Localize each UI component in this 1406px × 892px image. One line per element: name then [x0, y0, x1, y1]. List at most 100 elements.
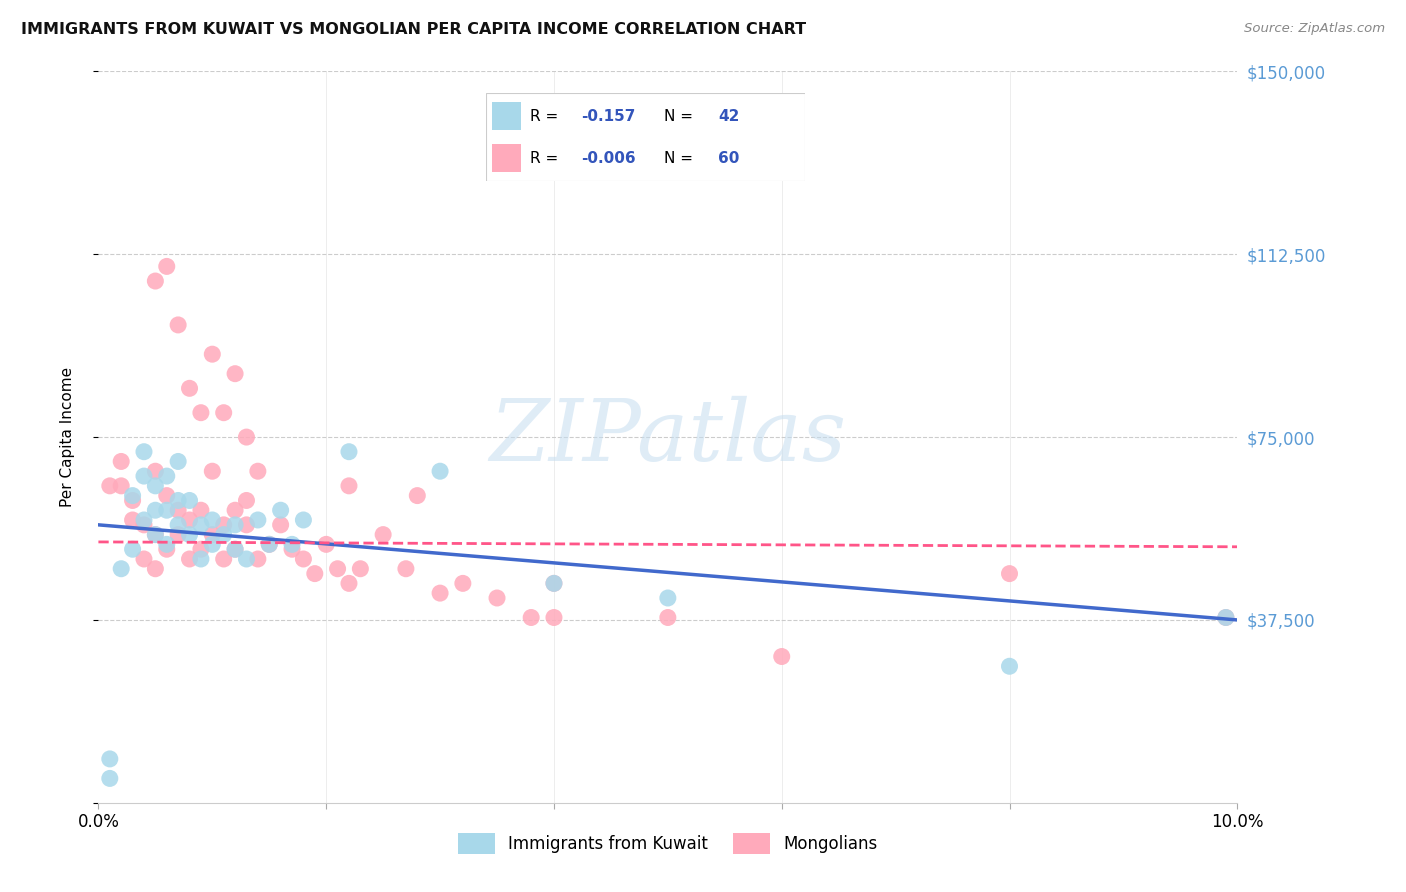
- Point: [486, 591, 509, 605]
- Point: [337, 576, 360, 591]
- Point: [292, 513, 315, 527]
- Point: [270, 503, 292, 517]
- Point: [235, 493, 257, 508]
- Point: [246, 552, 269, 566]
- Point: [167, 527, 190, 541]
- Point: [145, 503, 167, 517]
- Point: [235, 430, 257, 444]
- Point: [235, 552, 257, 566]
- Point: [451, 576, 474, 591]
- Point: [132, 444, 155, 458]
- Point: [259, 537, 281, 551]
- Point: [429, 464, 451, 478]
- Point: [190, 503, 212, 517]
- Point: [224, 542, 246, 557]
- Point: [281, 542, 304, 557]
- Point: [1215, 610, 1237, 624]
- Text: ZIPatlas: ZIPatlas: [489, 396, 846, 478]
- Point: [190, 542, 212, 557]
- Point: [179, 552, 201, 566]
- Point: [543, 610, 565, 624]
- Point: [543, 576, 565, 591]
- Point: [167, 493, 190, 508]
- Point: [395, 562, 418, 576]
- Point: [998, 566, 1021, 581]
- Point: [121, 513, 143, 527]
- Point: [259, 537, 281, 551]
- Point: [179, 381, 201, 395]
- Point: [212, 552, 235, 566]
- Point: [657, 610, 679, 624]
- Point: [98, 772, 121, 786]
- Point: [132, 552, 155, 566]
- Point: [132, 469, 155, 483]
- Point: [429, 586, 451, 600]
- Point: [145, 274, 167, 288]
- Point: [190, 406, 212, 420]
- Point: [315, 537, 337, 551]
- Point: [224, 503, 246, 517]
- Point: [201, 464, 224, 478]
- Point: [121, 493, 143, 508]
- Point: [110, 454, 132, 468]
- Point: [190, 517, 212, 532]
- Point: [121, 489, 143, 503]
- Point: [373, 527, 395, 541]
- Point: [520, 610, 543, 624]
- Point: [337, 444, 360, 458]
- Point: [156, 260, 179, 274]
- Point: [224, 517, 246, 532]
- Point: [179, 493, 201, 508]
- Point: [201, 347, 224, 361]
- Point: [145, 464, 167, 478]
- Point: [110, 562, 132, 576]
- Point: [246, 464, 269, 478]
- Point: [212, 527, 235, 541]
- Point: [1215, 610, 1237, 624]
- Point: [145, 562, 167, 576]
- Point: [281, 537, 304, 551]
- Point: [326, 562, 349, 576]
- Point: [201, 537, 224, 551]
- Legend: Immigrants from Kuwait, Mongolians: Immigrants from Kuwait, Mongolians: [451, 827, 884, 860]
- Point: [998, 659, 1021, 673]
- Point: [246, 513, 269, 527]
- Text: IMMIGRANTS FROM KUWAIT VS MONGOLIAN PER CAPITA INCOME CORRELATION CHART: IMMIGRANTS FROM KUWAIT VS MONGOLIAN PER …: [21, 22, 806, 37]
- Point: [98, 752, 121, 766]
- Point: [201, 527, 224, 541]
- Point: [190, 552, 212, 566]
- Point: [156, 537, 179, 551]
- Point: [224, 542, 246, 557]
- Point: [292, 552, 315, 566]
- Point: [167, 318, 190, 332]
- Point: [224, 367, 246, 381]
- Point: [167, 503, 190, 517]
- Point: [179, 513, 201, 527]
- Point: [212, 406, 235, 420]
- Point: [337, 479, 360, 493]
- Point: [201, 513, 224, 527]
- Point: [156, 469, 179, 483]
- Point: [304, 566, 326, 581]
- Point: [179, 527, 201, 541]
- Point: [145, 527, 167, 541]
- Point: [132, 517, 155, 532]
- Text: Source: ZipAtlas.com: Source: ZipAtlas.com: [1244, 22, 1385, 36]
- Point: [657, 591, 679, 605]
- Point: [235, 517, 257, 532]
- Point: [349, 562, 371, 576]
- Point: [145, 479, 167, 493]
- Point: [770, 649, 793, 664]
- Point: [543, 576, 565, 591]
- Point: [132, 513, 155, 527]
- Point: [406, 489, 429, 503]
- Point: [121, 542, 143, 557]
- Y-axis label: Per Capita Income: Per Capita Income: [60, 367, 75, 508]
- Point: [156, 503, 179, 517]
- Point: [145, 527, 167, 541]
- Point: [212, 517, 235, 532]
- Point: [270, 517, 292, 532]
- Point: [156, 542, 179, 557]
- Point: [167, 454, 190, 468]
- Point: [167, 517, 190, 532]
